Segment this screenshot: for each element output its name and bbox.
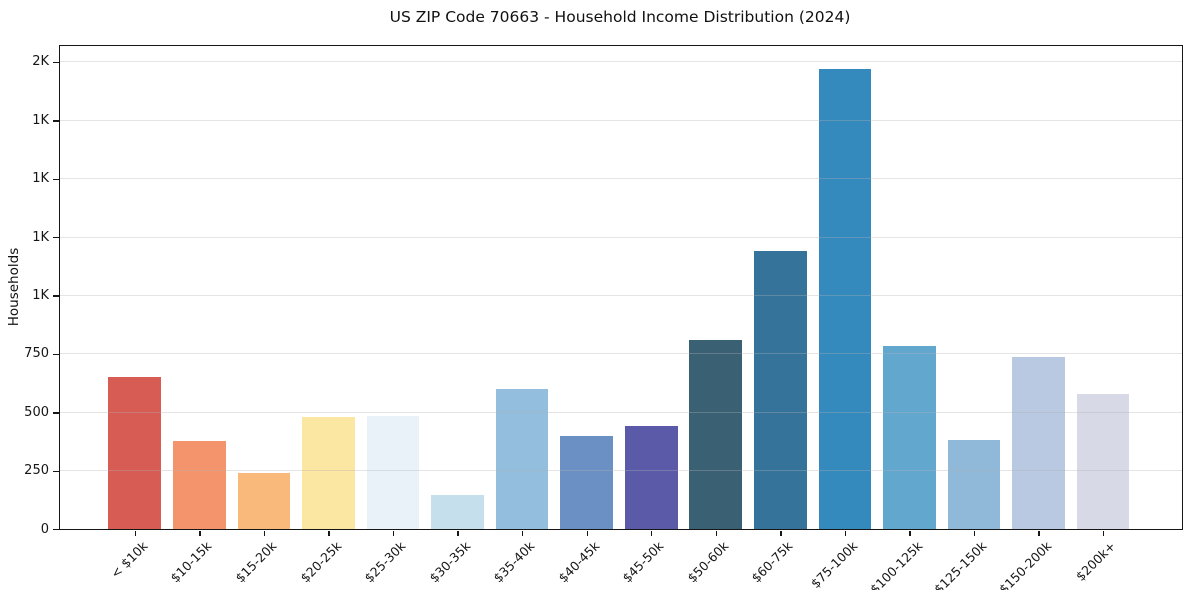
x-tick-mark-9 bbox=[715, 531, 718, 537]
y-tick-label-2: 500 bbox=[24, 404, 49, 420]
gridline-1750 bbox=[60, 119, 1182, 121]
bar-150-200k bbox=[1012, 357, 1065, 529]
x-tick-mark-11 bbox=[844, 531, 847, 537]
y-tick-mark-0 bbox=[53, 528, 59, 531]
gridline-2000 bbox=[60, 61, 1182, 63]
y-tick-label-6: 1K bbox=[32, 171, 49, 187]
y-tick-mark-1 bbox=[53, 470, 59, 472]
x-tick-label-5: $30-35k bbox=[426, 538, 474, 586]
bar-10-15k bbox=[173, 441, 226, 529]
y-tick-label-8: 2K bbox=[32, 54, 49, 70]
x-tick-mark-8 bbox=[651, 531, 653, 537]
x-tick-mark-7 bbox=[586, 531, 588, 537]
bar-35-40k bbox=[495, 388, 549, 529]
bar-100-125k bbox=[883, 345, 936, 529]
y-tick-mark-2 bbox=[53, 412, 59, 414]
y-tick-label-0: 0 bbox=[40, 521, 49, 537]
x-tick-mark-10 bbox=[780, 531, 782, 537]
bar-60-75k bbox=[753, 251, 807, 529]
x-tick-label-7: $40-45k bbox=[555, 538, 603, 586]
bar-75-100k bbox=[818, 68, 872, 529]
x-tick-label-10: $60-75k bbox=[748, 538, 796, 586]
y-tick-label-4: 1K bbox=[32, 288, 49, 304]
bar-15-20k bbox=[237, 472, 291, 529]
x-tick-mark-13 bbox=[973, 531, 976, 537]
y-tick-label-1: 250 bbox=[24, 463, 49, 479]
x-tick-label-12: $100-125k bbox=[866, 538, 925, 590]
x-tick-mark-2 bbox=[263, 531, 266, 537]
x-tick-label-0: < $10k bbox=[107, 538, 151, 582]
x-tick-label-15: $200k+ bbox=[1072, 538, 1119, 585]
bar-200k+ bbox=[1076, 393, 1130, 529]
y-tick-mark-7 bbox=[53, 120, 59, 122]
bar-45-50k bbox=[624, 426, 678, 529]
y-tick-mark-5 bbox=[53, 236, 59, 239]
bar-40-45k bbox=[560, 435, 613, 529]
y-tick-label-7: 1K bbox=[32, 112, 49, 128]
y-tick-mark-4 bbox=[53, 295, 59, 297]
x-tick-mark-15 bbox=[1102, 531, 1105, 537]
y-tick-mark-3 bbox=[53, 353, 59, 356]
x-tick-mark-14 bbox=[1038, 531, 1040, 537]
bar-20-25k bbox=[302, 416, 355, 529]
x-tick-mark-4 bbox=[392, 531, 395, 537]
gridline-250 bbox=[60, 470, 1182, 472]
y-tick-mark-6 bbox=[53, 178, 59, 180]
x-tick-label-6: $35-40k bbox=[490, 538, 538, 586]
x-tick-label-9: $50-60k bbox=[684, 538, 732, 586]
plot-area bbox=[59, 45, 1183, 530]
y-tick-label-3: 750 bbox=[24, 346, 49, 362]
bar-50-60k bbox=[689, 339, 743, 529]
chart-title: US ZIP Code 70663 - Household Income Dis… bbox=[389, 8, 851, 26]
x-tick-label-2: $15-20k bbox=[232, 538, 280, 586]
x-tick-mark-1 bbox=[199, 531, 201, 537]
bar-10k bbox=[108, 377, 162, 529]
y-tick-label-5: 1K bbox=[32, 229, 49, 245]
x-tick-label-11: $75-100k bbox=[807, 538, 861, 590]
bar-30-35k bbox=[431, 495, 484, 529]
x-tick-label-13: $125-150k bbox=[931, 538, 990, 590]
gridline-1500 bbox=[60, 178, 1182, 180]
x-tick-mark-5 bbox=[457, 531, 459, 537]
x-tick-label-8: $45-50k bbox=[619, 538, 667, 586]
gridline-500 bbox=[60, 411, 1182, 413]
y-tick-mark-8 bbox=[53, 61, 59, 64]
x-tick-mark-6 bbox=[522, 531, 524, 537]
x-tick-mark-3 bbox=[328, 531, 330, 537]
x-tick-label-3: $20-25k bbox=[296, 538, 344, 586]
gridline-750 bbox=[60, 353, 1182, 355]
x-tick-label-4: $25-30k bbox=[361, 538, 409, 586]
x-tick-mark-12 bbox=[909, 531, 911, 537]
x-tick-label-1: $10-15k bbox=[167, 538, 215, 586]
gridline-1250 bbox=[60, 236, 1182, 238]
bar-125-150k bbox=[947, 440, 1001, 529]
gridline-1000 bbox=[60, 294, 1182, 296]
x-tick-mark-0 bbox=[134, 531, 137, 537]
bar-25-30k bbox=[366, 415, 420, 529]
x-tick-label-14: $150-200k bbox=[995, 538, 1055, 590]
